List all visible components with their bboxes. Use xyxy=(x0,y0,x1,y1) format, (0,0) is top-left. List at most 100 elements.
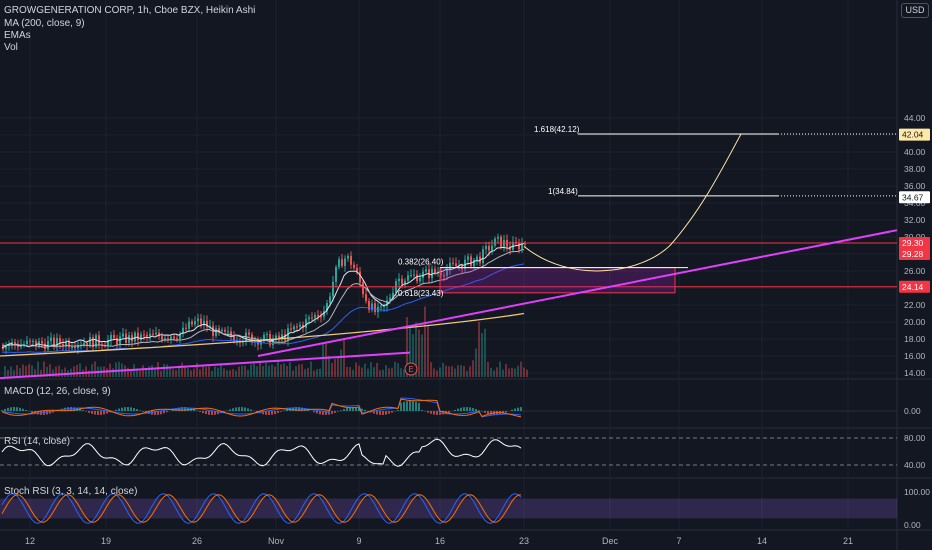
candle-body xyxy=(176,338,178,340)
volume-bar xyxy=(427,324,429,377)
candle-body xyxy=(518,243,520,250)
volume-bar xyxy=(178,365,180,377)
volume-bar xyxy=(397,363,399,377)
candle-body xyxy=(452,262,454,264)
candle-body xyxy=(77,344,79,349)
candle-body xyxy=(35,340,37,347)
ma200-line xyxy=(0,312,525,357)
emas-legend[interactable]: EMAs xyxy=(4,30,31,41)
volume-bar xyxy=(331,362,333,377)
candle-body xyxy=(170,336,172,339)
volume-bar xyxy=(16,365,18,377)
volume-bar xyxy=(436,370,438,377)
candle-body xyxy=(374,303,376,313)
volume-bar xyxy=(496,367,498,377)
candle-body xyxy=(341,259,343,266)
volume-bar xyxy=(169,368,171,377)
volume-bar xyxy=(253,361,255,377)
candle-body xyxy=(275,335,277,340)
volume-bar xyxy=(259,362,261,377)
volume-bar xyxy=(58,365,60,377)
stoch-legend[interactable]: Stoch RSI (3, 3, 14, 14, close) xyxy=(4,486,138,497)
volume-bar xyxy=(142,365,144,377)
volume-bar xyxy=(199,369,201,377)
macd-legend[interactable]: MACD (12, 26, close, 9) xyxy=(4,386,111,397)
volume-bar xyxy=(412,334,414,377)
rsi-legend[interactable]: RSI (14, close) xyxy=(4,436,71,447)
candle-body xyxy=(347,255,349,259)
volume-bar xyxy=(13,370,15,377)
candle-body xyxy=(113,334,115,339)
volume-bar xyxy=(214,366,216,377)
candle-body xyxy=(278,335,280,340)
candle-body xyxy=(281,334,283,340)
candle-body xyxy=(233,336,235,341)
candle-body xyxy=(95,335,97,348)
volume-bar xyxy=(64,367,66,377)
candle-body xyxy=(431,268,433,278)
candle-body xyxy=(356,267,358,272)
volume-bar xyxy=(163,363,165,377)
volume-bar xyxy=(334,359,336,377)
candle-body xyxy=(116,338,118,345)
volume-bar xyxy=(127,367,129,377)
price-axis-label: 38.00 xyxy=(904,164,926,174)
candle-body xyxy=(134,332,136,342)
volume-bar xyxy=(439,367,441,377)
volume-bar xyxy=(55,366,57,377)
candle-body xyxy=(299,324,301,327)
volume-bar xyxy=(40,369,42,377)
candle-body xyxy=(383,305,385,307)
vol-legend[interactable]: Vol xyxy=(4,42,18,53)
candle-body xyxy=(59,338,61,344)
candle-body xyxy=(308,317,310,320)
candle-body xyxy=(266,334,268,336)
time-axis-label: 12 xyxy=(25,536,35,546)
volume-bar xyxy=(337,356,339,377)
volume-bar xyxy=(409,325,411,377)
candle-body xyxy=(470,256,472,267)
price-axis-label: 20.00 xyxy=(904,317,926,327)
volume-bar xyxy=(361,367,363,377)
time-axis-label: 7 xyxy=(676,536,681,546)
volume-bar xyxy=(91,364,93,377)
candle-body xyxy=(230,331,232,337)
candle-body xyxy=(227,331,229,333)
rsi-axis-label: 40.00 xyxy=(904,460,926,470)
volume-bar xyxy=(511,367,513,377)
candle-body xyxy=(524,243,526,245)
candle-body xyxy=(416,274,418,282)
volume-bar xyxy=(367,368,369,377)
volume-bar xyxy=(484,328,486,377)
candle-body xyxy=(26,340,28,345)
volume-bar xyxy=(112,368,114,377)
volume-bar xyxy=(424,306,426,377)
candle-body xyxy=(191,321,193,325)
volume-bar xyxy=(520,361,522,377)
earnings-marker-label: E xyxy=(408,365,413,374)
volume-bar xyxy=(34,369,36,377)
volume-bar xyxy=(208,366,210,377)
candle-body xyxy=(137,332,139,341)
volume-bar xyxy=(382,369,384,377)
fib-label-1: 1(34.84) xyxy=(548,187,578,196)
volume-bar xyxy=(469,366,471,377)
volume-bar xyxy=(238,366,240,377)
volume-bar xyxy=(292,370,294,377)
price-axis-label: 36.00 xyxy=(904,181,926,191)
fib-label-1618: 1.618(42.12) xyxy=(534,125,580,134)
candle-body xyxy=(284,334,286,341)
candle-body xyxy=(344,258,346,266)
ma200-legend[interactable]: MA (200, close, 9) xyxy=(4,18,85,29)
candle-body xyxy=(272,339,274,346)
currency-badge[interactable]: USD xyxy=(901,3,929,18)
candle-body xyxy=(53,337,55,347)
volume-bar xyxy=(226,370,228,377)
volume-bar xyxy=(400,368,402,377)
projection-curve xyxy=(523,133,742,272)
time-axis-label: 16 xyxy=(435,536,445,546)
candle-body xyxy=(68,341,70,348)
time-axis-label: Dec xyxy=(602,536,619,546)
volume-bar xyxy=(181,362,183,377)
